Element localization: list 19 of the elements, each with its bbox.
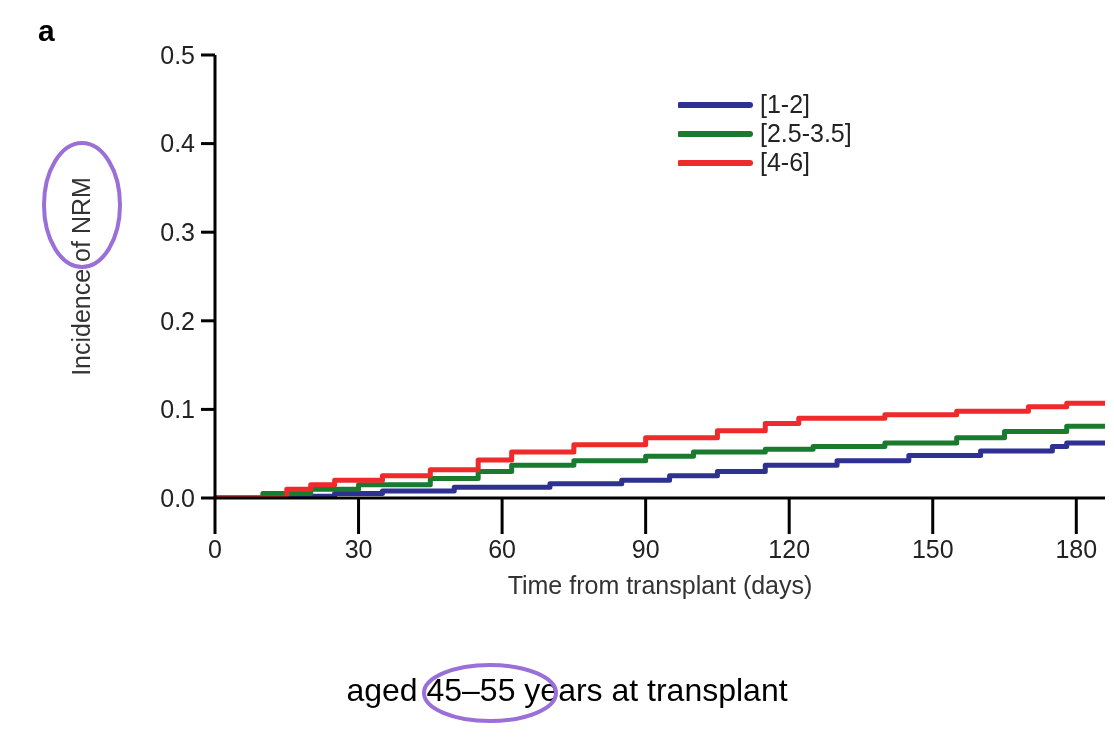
y-tick-label: 0.3 — [160, 218, 195, 247]
y-tick-label: 0.5 — [160, 40, 195, 69]
y-tick-label: 0.1 — [160, 395, 195, 424]
x-tick-label: 90 — [631, 534, 660, 563]
y-axis-title: Incidence of NRM — [66, 177, 95, 376]
x-tick-label: 0 — [208, 534, 222, 563]
y-tick-label: 0.4 — [160, 129, 196, 158]
y-tick-label: 0.0 — [160, 483, 195, 512]
chart-title: a — [38, 14, 55, 48]
x-tick-label: 30 — [344, 534, 373, 563]
y-tick-label: 0.2 — [160, 306, 195, 335]
x-tick-label: 60 — [488, 534, 516, 563]
legend-label: [1-2] — [760, 90, 811, 119]
x-axis-title: Time from transplant (days) — [507, 571, 813, 599]
legend-label: [4-6] — [760, 148, 811, 177]
x-tick-label: 150 — [911, 534, 954, 563]
x-tick-label: 120 — [768, 534, 811, 563]
legend-label: [2.5-3.5] — [760, 119, 852, 148]
x-tick-label: 180 — [1055, 534, 1098, 563]
